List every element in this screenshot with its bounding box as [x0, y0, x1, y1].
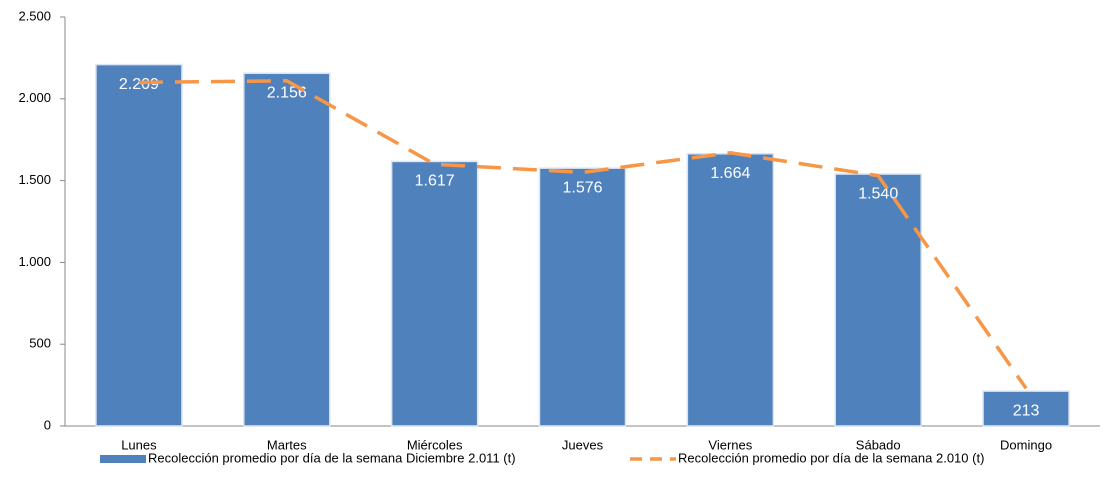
data-label: 1.617 — [415, 173, 455, 190]
x-tick-label: Viernes — [708, 437, 752, 452]
x-tick-label: Miércoles — [407, 437, 463, 452]
bar — [686, 153, 775, 427]
y-tick-label: 0 — [44, 417, 51, 432]
bar — [834, 173, 922, 427]
bar — [95, 63, 183, 427]
data-label: 2.156 — [267, 84, 307, 101]
x-tick-label: Jueves — [562, 437, 604, 452]
legend-swatch — [100, 455, 146, 463]
bar — [243, 72, 331, 427]
bar — [538, 167, 627, 427]
data-label: 1.664 — [710, 165, 750, 182]
x-tick-label: Martes — [267, 437, 307, 452]
bar — [390, 160, 479, 427]
x-tick-label: Domingo — [1000, 437, 1052, 452]
y-tick-label: 1.000 — [18, 254, 51, 269]
legend-label: Recolección promedio por día de la seman… — [148, 450, 516, 465]
y-tick-label: 500 — [29, 336, 51, 351]
y-tick-label: 2.000 — [18, 90, 51, 105]
x-tick-label: Lunes — [121, 437, 157, 452]
y-tick-label: 1.500 — [18, 172, 51, 187]
legend-label: Recolección promedio por día de la seman… — [678, 450, 984, 465]
data-label: 1.576 — [562, 179, 602, 196]
x-tick-label: Sábado — [856, 437, 901, 452]
data-label: 213 — [1013, 402, 1040, 419]
data-label: 2.209 — [119, 76, 159, 93]
bar — [982, 390, 1070, 427]
line — [138, 79, 1028, 390]
data-label: 1.540 — [858, 185, 898, 202]
y-tick-label: 2.500 — [18, 8, 51, 23]
